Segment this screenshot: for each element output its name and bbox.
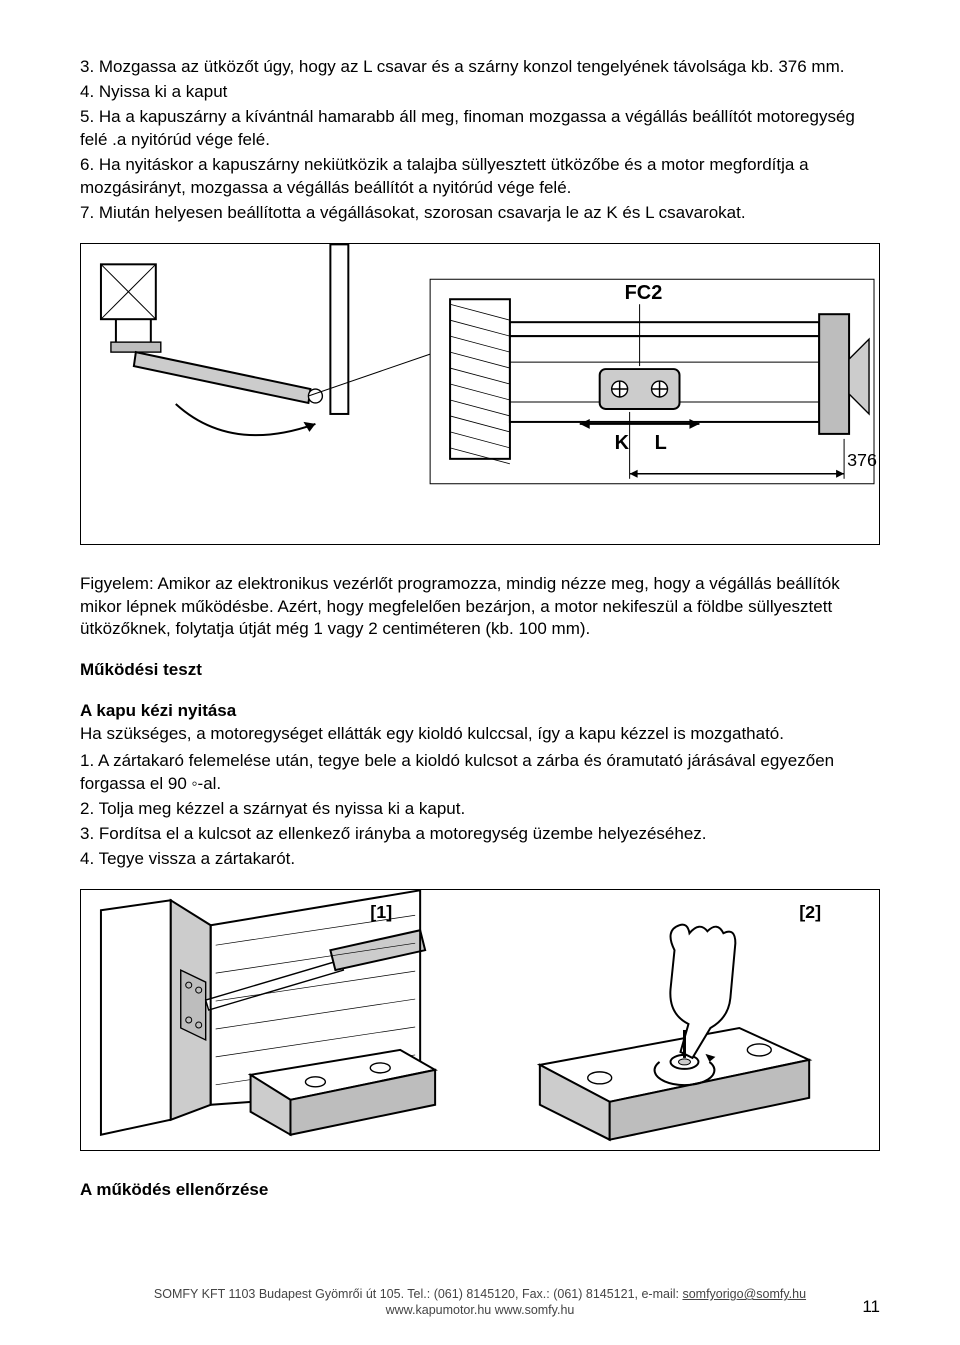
list1-item-3: 3. Mozgassa az ütközőt úgy, hogy az L cs…	[80, 56, 880, 79]
footer: SOMFY KFT 1103 Budapest Gyömrői út 105. …	[80, 1287, 880, 1317]
list1-item-5: 5. Ha a kapuszárny a kívántnál hamarabb …	[80, 106, 880, 152]
para-figyelem: Figyelem: Amikor az elektronikus vezérlő…	[80, 573, 880, 642]
heading-kapu-kezi-nyitasa: A kapu kézi nyitása	[80, 700, 880, 723]
para-kapu: Ha szükséges, a motoregységet ellátták e…	[80, 723, 880, 746]
list2-item-2: 2. Tolja meg kézzel a szárnyat és nyissa…	[80, 798, 880, 821]
footer-email-link[interactable]: somfyorigo@somfy.hu	[682, 1287, 806, 1301]
list1-item-7: 7. Miután helyesen beállította a végállá…	[80, 202, 880, 225]
list1-item-6: 6. Ha nyitáskor a kapuszárny nekiütközik…	[80, 154, 880, 200]
svg-text:L: L	[655, 431, 667, 453]
svg-text:K: K	[615, 431, 630, 453]
list1-item-4: 4. Nyissa ki a kaput	[80, 81, 880, 104]
svg-text:FC2: FC2	[625, 282, 663, 304]
footer-line1-pre: SOMFY KFT 1103 Budapest Gyömrői út 105. …	[154, 1287, 683, 1301]
page-number: 11	[862, 1297, 880, 1317]
svg-text:376: 376	[847, 449, 877, 469]
list2-item-4: 4. Tegye vissza a zártakarót.	[80, 848, 880, 871]
heading-mukodesi-teszt: Működési teszt	[80, 659, 880, 682]
list2-item-3: 3. Fordítsa el a kulcsot az ellenkező ir…	[80, 823, 880, 846]
footer-line2: www.kapumotor.hu www.somfy.hu	[80, 1303, 880, 1317]
heading-ellenorzes: A működés ellenőrzése	[80, 1179, 880, 1202]
list2-item-1: 1. A zártakaró felemelése után, tegye be…	[80, 750, 880, 796]
svg-text:[2]: [2]	[799, 902, 821, 922]
figure-manual-open: [1][2]	[80, 889, 880, 1151]
figure-fc2: K L FC2 376	[80, 243, 880, 545]
